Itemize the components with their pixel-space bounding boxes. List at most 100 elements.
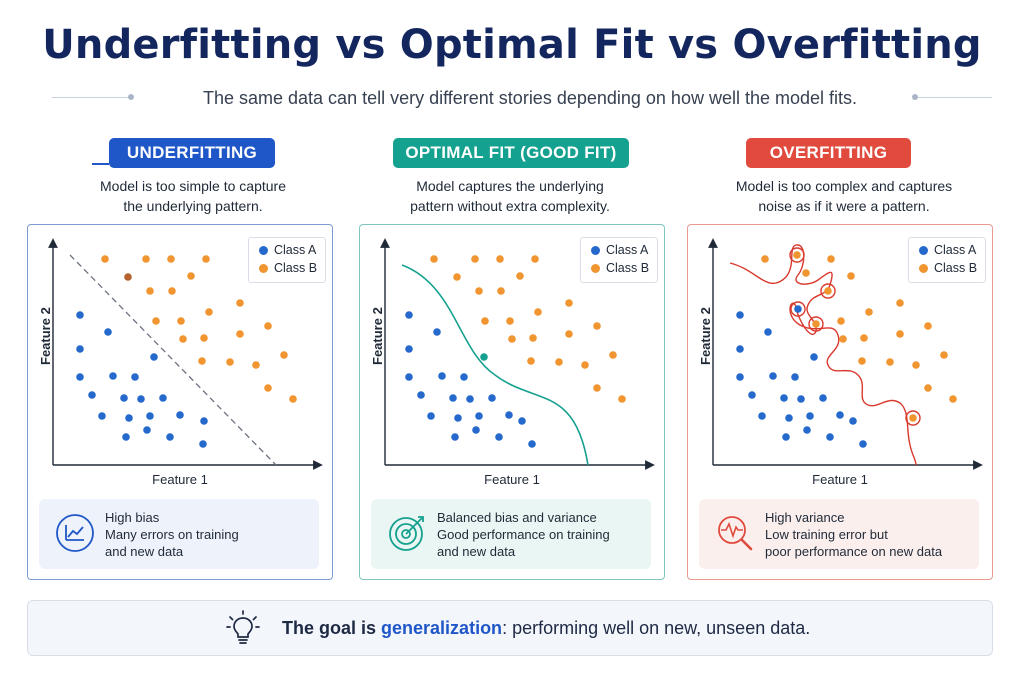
point-class-a (405, 373, 413, 381)
point-class-b (860, 334, 868, 342)
point-class-b (565, 330, 573, 338)
point-class-b (101, 255, 109, 263)
legend-dot-class-a (919, 245, 928, 255)
legend-label: Class A (606, 243, 649, 257)
outlier-rings (789, 247, 921, 426)
point-class-a (417, 391, 425, 399)
subtitle-dot-right (912, 94, 918, 100)
point-class-a (131, 373, 139, 381)
point-class-a (109, 372, 117, 380)
panel-underfitting: Class A Class B Feature 1 Feature 2 High… (27, 224, 333, 580)
legend-dot-class-b (259, 263, 268, 273)
info-body: Low training error but poor performance … (765, 527, 943, 559)
point-class-a (88, 391, 96, 399)
point-misclassified (124, 273, 132, 281)
x-axis-label: Feature 1 (812, 472, 868, 487)
point-class-b (847, 272, 855, 280)
lightbulb-icon (226, 610, 260, 644)
points-class-a (736, 305, 867, 448)
point-class-a (769, 372, 777, 380)
point-class-b (865, 308, 873, 316)
info-title: Balanced bias and variance (437, 510, 597, 525)
point-class-a (764, 328, 772, 336)
point-class-a (849, 417, 857, 425)
point-class-b (264, 384, 272, 392)
points-class-a (76, 311, 208, 448)
legend-dot-class-a (259, 245, 268, 255)
point-class-b (896, 330, 904, 338)
legend-label: Class B (606, 261, 650, 275)
subtitle-dot-left (128, 94, 134, 100)
decision-boundary-curve (401, 264, 589, 466)
point-class-b (555, 358, 563, 366)
point-class-a (782, 433, 790, 441)
point-class-b (909, 414, 917, 422)
point-class-b (896, 299, 904, 307)
point-class-a (797, 395, 805, 403)
legend: Class A Class B (908, 237, 986, 283)
point-class-b (198, 357, 206, 365)
footer-rest: : performing well on new, unseen data. (502, 618, 811, 638)
x-axis-label: Feature 1 (484, 472, 540, 487)
point-class-a (505, 411, 513, 419)
line-chart-icon (56, 514, 94, 552)
point-class-a (120, 394, 128, 402)
point-class-b (142, 255, 150, 263)
legend-class-a: Class A (591, 241, 648, 259)
point-class-b (886, 358, 894, 366)
point-class-b (475, 287, 483, 295)
point-class-a (143, 426, 151, 434)
page-title: Underfitting vs Optimal Fit vs Overfitti… (42, 22, 982, 68)
point-on-boundary (480, 353, 488, 361)
point-class-a (495, 433, 503, 441)
legend-label: Class B (934, 261, 978, 275)
point-class-a (736, 345, 744, 353)
description-overfitting: Model is too complex and captures noise … (735, 178, 953, 214)
point-class-b (531, 255, 539, 263)
info-box-underfitting: High bias Many errors on training and ne… (39, 499, 319, 569)
point-class-a (449, 394, 457, 402)
decision-boundary-straight (69, 254, 277, 466)
point-class-a (472, 426, 480, 434)
point-class-b (924, 322, 932, 330)
point-class-a (200, 417, 208, 425)
outlier-ring (790, 301, 806, 317)
legend-class-a: Class A (259, 241, 316, 259)
footer-lead: The goal is (282, 618, 382, 638)
point-class-b (205, 308, 213, 316)
point-class-a (405, 311, 413, 319)
point-class-a (785, 414, 793, 422)
legend-label: Class A (934, 243, 977, 257)
point-class-b (593, 322, 601, 330)
outlier-ring (820, 283, 836, 299)
subtitle-divider-left (52, 97, 130, 98)
point-class-b (508, 335, 516, 343)
point-class-a (76, 373, 84, 381)
decision-boundary-wiggly (729, 244, 917, 466)
point-class-b (824, 287, 832, 295)
point-class-a (466, 395, 474, 403)
point-class-a (836, 411, 844, 419)
point-class-a (454, 414, 462, 422)
point-class-a (176, 411, 184, 419)
heading-underfitting: UNDERFITTING (109, 138, 275, 168)
point-class-a (806, 412, 814, 420)
heading-optimal-fit: OPTIMAL FIT (GOOD FIT) (393, 138, 629, 168)
point-class-a (146, 412, 154, 420)
point-class-b (593, 384, 601, 392)
info-text: High bias Many errors on training and ne… (105, 509, 239, 560)
point-class-a (758, 412, 766, 420)
y-axis-label: Feature 2 (698, 307, 713, 365)
point-class-b (481, 317, 489, 325)
info-body: Good performance on training and new dat… (437, 527, 610, 559)
point-class-a (528, 440, 536, 448)
point-class-a (791, 373, 799, 381)
point-class-b (252, 361, 260, 369)
point-class-a (427, 412, 435, 420)
scatter-plot-underfitting (48, 238, 323, 470)
point-class-a (104, 328, 112, 336)
point-class-b (187, 272, 195, 280)
point-class-b (812, 320, 820, 328)
footer-emphasis: generalization (381, 618, 503, 638)
point-class-b (280, 351, 288, 359)
